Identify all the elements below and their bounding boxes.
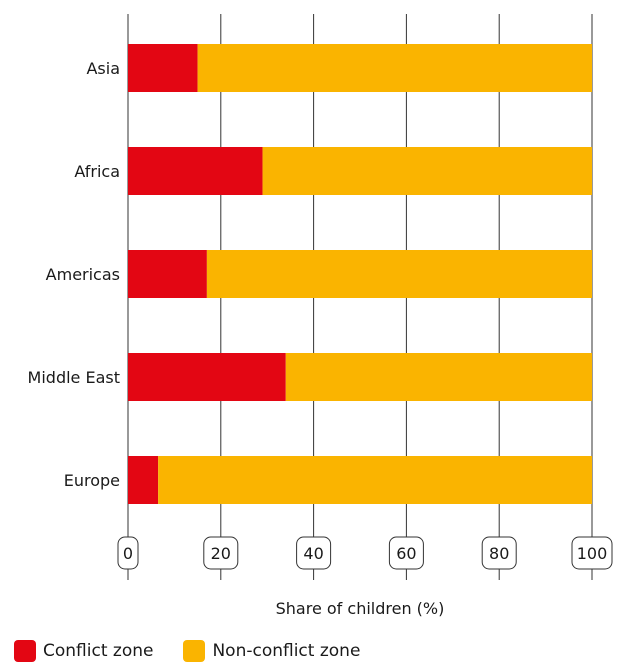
x-tick-label: 20 xyxy=(211,544,231,563)
bar-non-conflict xyxy=(285,353,592,401)
x-tick-box xyxy=(117,536,139,570)
chart: Asia Africa Americas Middle East Europe 0 20 4… xyxy=(28,14,613,618)
x-tick: 20 xyxy=(203,536,239,570)
category-label: Americas xyxy=(46,265,120,284)
x-tick: 0 xyxy=(117,536,139,570)
legend-swatch-non-conflict xyxy=(183,640,206,662)
legend-label-non-conflict: Non-conflict zone xyxy=(212,641,361,661)
category-labels: Asia Africa Americas Middle East Europe xyxy=(28,59,120,490)
x-tick-label: 60 xyxy=(396,544,416,563)
bar-conflict xyxy=(128,456,159,504)
x-tick-box xyxy=(388,536,424,570)
legend-item-conflict: Conflict zone xyxy=(14,640,153,662)
x-tick: 80 xyxy=(481,536,517,570)
bar-conflict xyxy=(128,353,286,401)
x-axis-title: Share of children (%) xyxy=(276,599,445,618)
bar-conflict xyxy=(128,250,207,298)
bar-conflict xyxy=(128,147,263,195)
x-tick: 60 xyxy=(388,536,424,570)
bar-conflict xyxy=(128,44,198,92)
bars xyxy=(128,44,592,504)
x-tick: 40 xyxy=(296,536,332,570)
legend-swatch-conflict xyxy=(14,640,36,662)
category-label: Africa xyxy=(74,162,120,181)
bar-non-conflict xyxy=(206,250,592,298)
x-tick-label: 100 xyxy=(577,544,608,563)
legend-label-conflict: Conflict zone xyxy=(43,641,154,661)
category-label: Middle East xyxy=(28,368,120,387)
legend: Conflict zone Non-conflict zone xyxy=(14,640,390,662)
x-tick-box xyxy=(571,536,613,570)
category-label: Europe xyxy=(64,471,120,490)
legend-item-non-conflict: Non-conflict zone xyxy=(183,640,360,662)
bar-non-conflict xyxy=(262,147,592,195)
x-tick-box xyxy=(296,536,332,570)
bar-non-conflict xyxy=(158,456,592,504)
bar-non-conflict xyxy=(197,44,592,92)
x-axis-ticks: 0 20 40 60 80 100 xyxy=(117,536,613,570)
x-tick-label: 0 xyxy=(123,544,133,563)
x-tick-label: 80 xyxy=(489,544,509,563)
category-label: Asia xyxy=(86,59,120,78)
x-tick-box xyxy=(203,536,239,570)
x-tick: 100 xyxy=(571,536,613,570)
x-tick-label: 40 xyxy=(303,544,323,563)
x-tick-box xyxy=(481,536,517,570)
